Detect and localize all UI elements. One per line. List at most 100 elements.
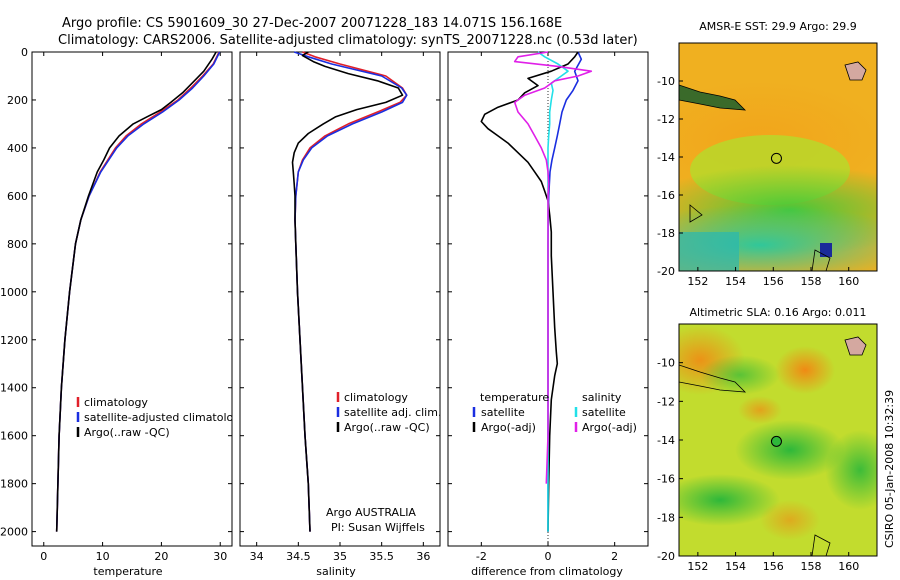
legend-text-argo: Argo(..raw -QC): [84, 426, 170, 439]
map-y-tick-label: -20: [657, 550, 675, 563]
x-tick-label: 34: [250, 550, 264, 563]
sla-reef-south: [811, 534, 831, 556]
y-tick-label: 1000: [0, 286, 28, 299]
legend-clip: satellite-adjusted climatology: [84, 411, 247, 424]
map-x-tick-label: 158: [801, 275, 822, 288]
map-x-tick-label: 156: [763, 560, 784, 573]
salinity-axes-box: [239, 51, 441, 547]
credit-label: CSIRO 05-Jan-2008 10:32:39: [883, 390, 896, 548]
sla-green-north: [700, 355, 780, 395]
x-tick-label: 34.5: [286, 550, 311, 563]
sst-map-ticks: 152 154 156 158 160 -10 -12 -14 -16 -18 -20: [657, 75, 859, 288]
map-x-tick-label: 156: [763, 275, 784, 288]
x-tick-label: 0: [40, 550, 47, 563]
legend-text-climatology: climatology: [84, 396, 148, 409]
legend-text-salinity-heading: salinity: [582, 391, 622, 404]
map-y-tick-label: -14: [657, 151, 675, 164]
map-y-tick-label: -16: [657, 473, 675, 486]
sst-island-east: [844, 61, 867, 81]
map-y-tick-label: -20: [657, 265, 675, 278]
sla-orange-ne: [775, 346, 835, 394]
sla-map-title: Altimetric SLA: 0.16 Argo: 0.011: [689, 306, 866, 319]
temperature-legend: climatology satellite-adjusted climatolo…: [76, 396, 247, 439]
legend-text-temp-satellite: satellite: [481, 406, 525, 419]
sst-cool-corner: [679, 232, 739, 271]
salinity-xlabel: salinity: [316, 565, 356, 578]
map-y-tick-label: -10: [657, 75, 675, 88]
sla-map-ticks: 152 154 156 158 160 -10 -12 -14 -16 -18 -20: [657, 357, 859, 573]
sla-island-solomons: [679, 364, 747, 393]
legend-text-sal-satellite: satellite: [582, 406, 626, 419]
sla-map-field: [679, 324, 877, 556]
salinity-legend: climatology satellite adj. clim. Argo(..…: [336, 391, 441, 434]
legend-text-climatology-sal: climatology: [344, 391, 408, 404]
x-tick-label: 30: [213, 550, 227, 563]
sst-reef-anomaly: [820, 243, 832, 257]
sst-island-solomons: [679, 84, 747, 111]
y-tick-label: 400: [7, 142, 28, 155]
series-line: [55, 51, 217, 532]
sla-green-center: [735, 420, 845, 480]
map-y-tick-label: -12: [657, 113, 675, 126]
sst-map-field: [679, 43, 877, 271]
legend-text-temp-argo: Argo(-adj): [481, 421, 536, 434]
legend-text-satellite: satellite-adjusted climatology: [84, 411, 247, 424]
difference-series: [480, 51, 593, 532]
sla-green-east: [825, 430, 877, 510]
legend-text-temperature-heading: temperature: [480, 391, 549, 404]
map-x-tick-label: 158: [801, 560, 822, 573]
y-tick-label: 1600: [0, 430, 28, 443]
map-x-tick-label: 160: [838, 275, 859, 288]
sla-argo-marker: [770, 435, 782, 447]
x-tick-label: 10: [96, 550, 110, 563]
map-x-tick-label: 160: [838, 560, 859, 573]
series-line: [291, 51, 404, 532]
temperature-x-ticks: 0 10 20 30: [40, 52, 227, 563]
y-tick-label: 800: [7, 238, 28, 251]
sst-map-title: AMSR-E SST: 29.9 Argo: 29.9: [699, 20, 857, 33]
difference-xlabel: difference from climatology: [471, 565, 623, 578]
argo-australia-label: Argo AUSTRALIA: [326, 506, 416, 519]
title-line-2: Climatology: CARS2006. Satellite-adjuste…: [58, 33, 638, 48]
difference-panel: -2 0 2 difference from climatology tempera…: [447, 51, 649, 578]
legend-text-satellite-sal: satellite adj. clim.: [344, 406, 441, 419]
salinity-series: [291, 51, 408, 532]
sst-reef-west: [689, 204, 703, 223]
map-x-tick-label: 154: [725, 275, 746, 288]
map-y-tick-label: -14: [657, 434, 675, 447]
map-x-tick-label: 152: [687, 560, 708, 573]
y-tick-label: 2000: [0, 526, 28, 539]
sla-orange-center: [738, 396, 782, 424]
x-tick-label: 20: [154, 550, 168, 563]
map-x-tick-label: 154: [725, 560, 746, 573]
map-x-tick-label: 152: [687, 275, 708, 288]
map-y-tick-label: -12: [657, 395, 675, 408]
x-tick-label: 35: [333, 550, 347, 563]
y-tick-label: 600: [7, 190, 28, 203]
series-line: [513, 51, 593, 484]
x-tick-label: 0: [545, 550, 552, 563]
y-tick-label: 200: [7, 94, 28, 107]
difference-legend: temperature satellite Argo(-adj) salinit…: [472, 391, 637, 434]
salinity-panel: 34 34.5 35 35.5 36 salinity climatology sate…: [239, 51, 441, 578]
sla-island-east: [844, 336, 867, 356]
y-tick-label: 1200: [0, 334, 28, 347]
map-y-tick-label: -18: [657, 227, 675, 240]
y-tick-label: 1400: [0, 382, 28, 395]
y-tick-label: 1800: [0, 478, 28, 491]
legend-text-sal-argo: Argo(-adj): [582, 421, 637, 434]
map-y-tick-label: -10: [657, 357, 675, 370]
temperature-y-ticks: 0 200 400 600 800 1000 1200 1400 1600 1800 2000: [0, 46, 232, 539]
temperature-panel: 0 200 400 600 800 1000 1200 1400 1600 1800 2000 0 1…: [0, 46, 247, 578]
salinity-x-ticks: 34 34.5 35 35.5 36: [240, 51, 440, 563]
temperature-series: [55, 51, 221, 532]
sst-reef-south: [811, 249, 831, 271]
series-line: [480, 51, 579, 532]
pi-label: PI: Susan Wijffels: [331, 521, 425, 534]
sla-green-sw: [679, 474, 780, 526]
legend-text-argo-sal: Argo(..raw -QC): [344, 421, 430, 434]
x-tick-label: 36: [416, 550, 430, 563]
sla-map: Altimetric SLA: 0.16 Argo: 0.011 152 154 1…: [657, 306, 878, 573]
y-tick-label: 0: [21, 46, 28, 59]
